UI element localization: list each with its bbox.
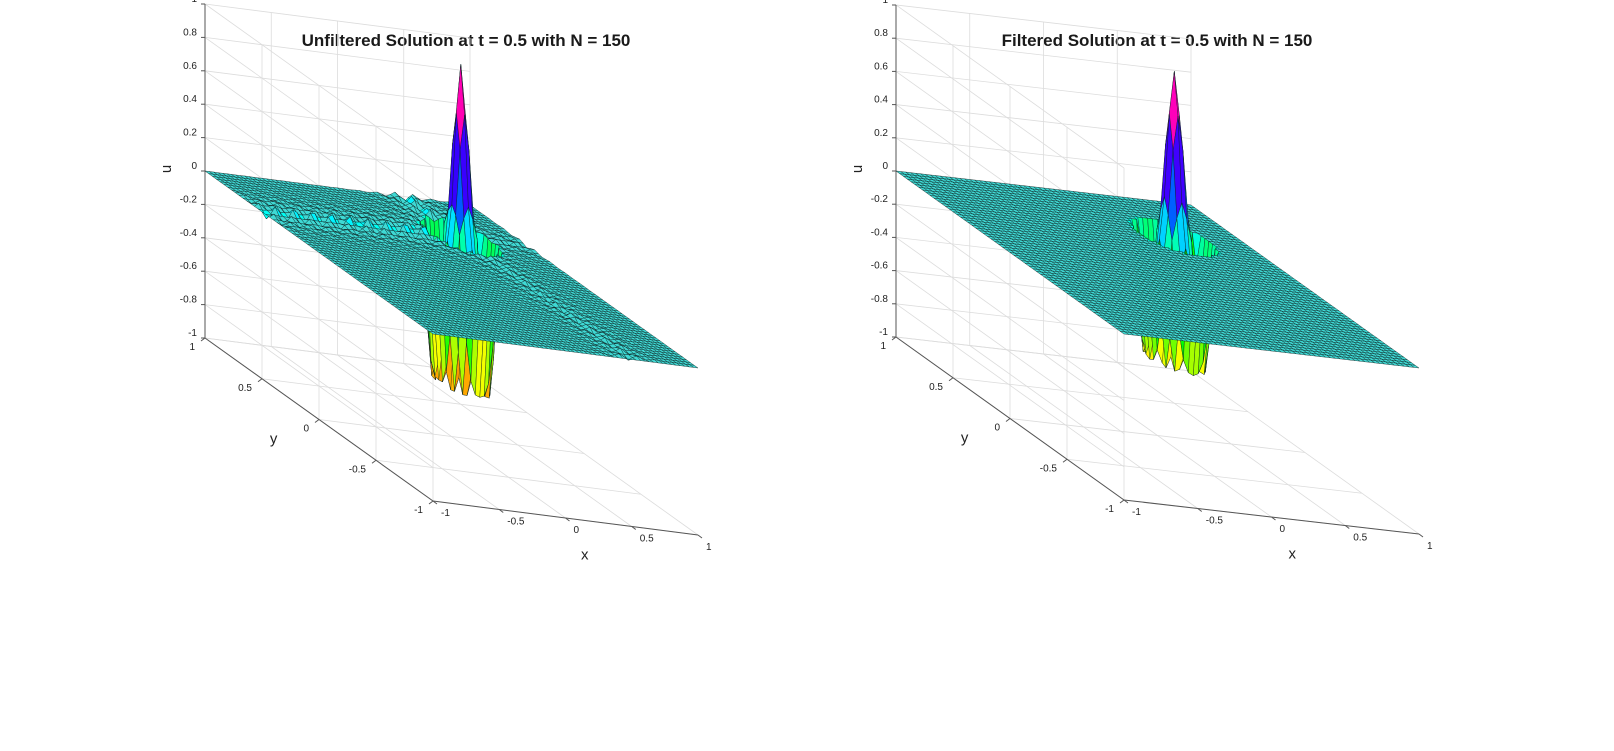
y-tick xyxy=(1062,458,1068,463)
filtered-surface-plot: Filtered Solution at t = 0.5 with N = 15… xyxy=(849,0,1433,563)
y-tick xyxy=(948,377,954,382)
z-tick-label: 1 xyxy=(191,0,197,5)
z-tick-label: 1 xyxy=(882,0,888,6)
unfiltered-surface-plot: Unfiltered Solution at t = 0.5 with N = … xyxy=(158,0,712,564)
y-tick xyxy=(314,419,320,423)
y-tick-label: 0.5 xyxy=(238,383,252,394)
x-axis-label: x xyxy=(581,547,589,564)
z-tick-label: 0 xyxy=(882,161,888,172)
y-tick xyxy=(1005,418,1011,422)
x-tick-label: 0.5 xyxy=(1353,533,1367,544)
x-tick xyxy=(432,500,438,505)
y-tick-label: -0.5 xyxy=(349,464,367,475)
y-tick-label: 0 xyxy=(303,424,309,435)
z-gridline xyxy=(894,336,1192,501)
x-tick-label: -1 xyxy=(441,508,450,519)
z-tick-label: -0.2 xyxy=(871,194,889,205)
z-axis-label: u xyxy=(849,165,866,173)
z-tick-label: -0.6 xyxy=(871,261,889,272)
x-tick-label: -1 xyxy=(1132,507,1141,518)
x-tick-label: 0 xyxy=(1280,524,1286,535)
x-tick-label: -0.5 xyxy=(1206,516,1224,527)
z-tick-label: 0.6 xyxy=(874,61,888,72)
y-tick xyxy=(257,378,263,383)
x-tick-label: 0.5 xyxy=(640,534,654,545)
y-tick xyxy=(371,459,377,464)
x-gridline xyxy=(403,29,632,527)
z-tick-label: 0.4 xyxy=(874,95,888,106)
y-tick-label: -1 xyxy=(414,505,423,516)
y-tick-label: 1 xyxy=(189,342,195,353)
z-tick-label: -0.8 xyxy=(871,294,889,305)
x-gridline xyxy=(270,12,500,510)
x-tick-label: -0.5 xyxy=(507,517,525,528)
z-tick-label: -1 xyxy=(188,328,197,339)
x-gridline xyxy=(337,21,566,519)
z-tick-label: 0 xyxy=(191,161,197,172)
surface xyxy=(895,71,1420,376)
y-tick-label: 0 xyxy=(994,423,1000,434)
z-tick-label: -0.2 xyxy=(180,194,198,205)
chart-title: Filtered Solution at t = 0.5 with N = 15… xyxy=(1002,31,1313,50)
z-tick-label: 0.2 xyxy=(183,128,197,139)
z-tick-label: 0.8 xyxy=(183,27,197,38)
y-tick-label: -0.5 xyxy=(1040,463,1058,474)
z-tick-label: 0.2 xyxy=(874,128,888,139)
x-tick xyxy=(565,517,570,522)
y-tick xyxy=(428,500,434,505)
tick-labels: -1 -0.8 -0.6 -0.4 -0.2 0 0.2 0.4 0.6 0.8 1 -1 -0.5 0 0… xyxy=(158,0,712,564)
y-tick-label: 1 xyxy=(880,341,886,352)
z-axis-label: u xyxy=(158,165,175,173)
z-tick-label: -0.8 xyxy=(180,295,198,306)
x-tick-label: 1 xyxy=(706,542,712,553)
x-axis-label: x xyxy=(1289,546,1297,563)
y-axis-label: y xyxy=(270,430,278,447)
y-tick xyxy=(1119,499,1125,504)
y-tick-label: 0.5 xyxy=(929,382,943,393)
y-tick-label: -1 xyxy=(1105,504,1114,515)
z-gridline xyxy=(204,337,471,502)
z-tick-label: 0.6 xyxy=(183,61,197,72)
z-tick-label: -1 xyxy=(879,327,888,338)
y-axis-label: y xyxy=(961,429,969,446)
chart-title: Unfiltered Solution at t = 0.5 with N = … xyxy=(302,31,631,50)
x-tick xyxy=(697,534,703,539)
x-tick-label: 0 xyxy=(574,525,580,536)
z-tick-label: 0.4 xyxy=(183,94,197,105)
z-tick-label: -0.6 xyxy=(180,261,198,272)
y-tick xyxy=(200,337,206,342)
x-tick-label: 1 xyxy=(1427,541,1433,552)
surface xyxy=(204,64,699,399)
x-tick xyxy=(498,509,504,513)
x-tick xyxy=(631,526,637,530)
z-tick-label: -0.4 xyxy=(871,227,889,238)
x-tick xyxy=(1418,533,1424,538)
z-tick-label: -0.4 xyxy=(180,228,198,239)
z-tick-label: 0.8 xyxy=(874,28,888,39)
